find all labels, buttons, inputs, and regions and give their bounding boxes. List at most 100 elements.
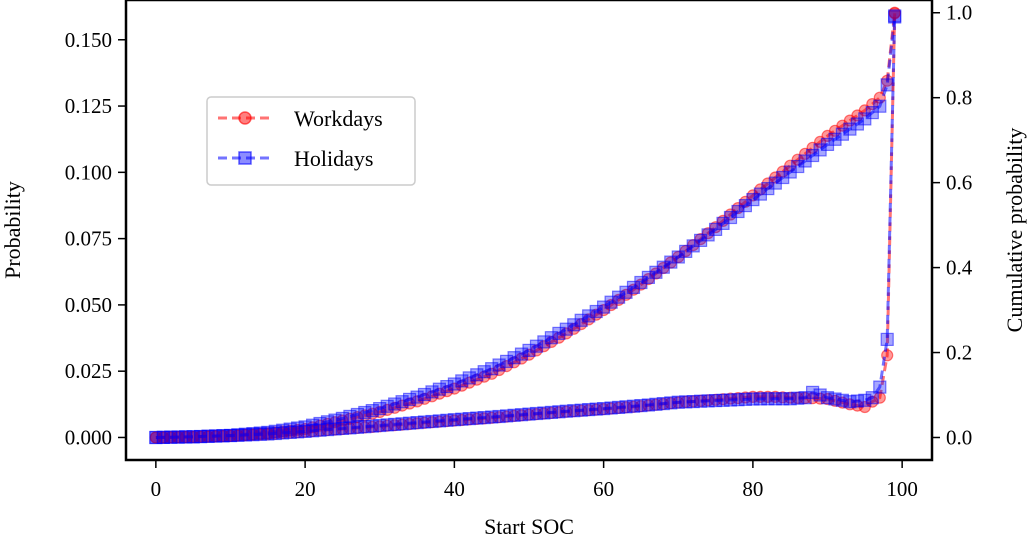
x-tick-label: 60 [593, 477, 614, 501]
probability-holidays-point [373, 418, 387, 433]
y2-tick-label: 0.2 [946, 341, 972, 365]
probability-holidays-point [440, 413, 454, 427]
cumulative-holidays-point [373, 402, 387, 416]
probability-holidays-point [888, 9, 902, 23]
y-tick-label: 0.025 [65, 359, 112, 383]
legend-label-holidays: Holidays [294, 146, 373, 171]
cumulative-holidays-point [880, 78, 894, 92]
y2-tick-label: 0.8 [946, 86, 972, 110]
probability-holidays-point [246, 428, 260, 442]
y-tick-label: 0.150 [65, 28, 112, 52]
cumulative-holidays-point [582, 309, 596, 323]
cumulative-holidays-point [843, 122, 857, 136]
probability-holidays-point [238, 428, 252, 442]
y-axis-title: Probability [0, 181, 25, 279]
probability-holidays-point [350, 420, 364, 434]
y-tick-label: 0.125 [65, 94, 112, 118]
probability-holidays-point [261, 427, 275, 441]
x-tick-label: 20 [295, 477, 316, 501]
probability-holidays-point [171, 430, 185, 444]
series-layer [149, 6, 902, 445]
probability-holidays-point [559, 404, 573, 418]
probability-holidays-point [432, 414, 446, 428]
cumulative-holidays-point [656, 260, 670, 274]
probability-holidays-point [343, 421, 357, 435]
probability-holidays-point [306, 424, 320, 438]
cumulative-holidays-point [634, 275, 648, 290]
cumulative-holidays-point [596, 300, 611, 314]
y2-tick-label: 1.0 [946, 1, 972, 25]
probability-holidays-point [492, 409, 506, 424]
probability-holidays-point [843, 395, 857, 409]
legend-label-workdays: Workdays [294, 106, 383, 131]
probability-holidays-point [664, 396, 678, 410]
probability-holidays-point [783, 392, 797, 406]
probability-holidays-point [231, 428, 245, 442]
probability-holidays-point [798, 391, 812, 405]
axes-layer: 0 20 40 60 80 100 0.000 0.025 0.050 0.075 0.100 0.1… [65, 1, 973, 501]
probability-holidays-point [164, 430, 178, 444]
probability-holidays-point [253, 427, 267, 441]
probability-holidays-point [761, 392, 775, 406]
cumulative-holidays-point [388, 397, 402, 411]
probability-holidays-point [298, 424, 312, 438]
cumulative-holidays-point [552, 326, 566, 340]
probability-holidays-point [194, 429, 208, 444]
probability-holidays-point [149, 430, 163, 445]
probability-holidays-point [410, 416, 424, 430]
probability-holidays-point [186, 430, 200, 444]
probability-holidays-point [791, 391, 805, 405]
probability-holidays-point [529, 406, 544, 421]
cumulative-holidays-point [641, 270, 656, 284]
probability-holidays-point [283, 425, 297, 439]
cumulative-holidays-point [828, 132, 842, 146]
probability-holidays-point [425, 414, 439, 429]
probability-holidays-point [477, 411, 491, 425]
probability-holidays-point [582, 403, 596, 417]
probability-holidays-point [716, 393, 730, 407]
probability-holidays-point [156, 430, 170, 444]
probability-holidays-point [320, 423, 335, 437]
probability-holidays-point [514, 408, 529, 422]
probability-holidays-point [701, 394, 715, 408]
y2-tick-label: 0.4 [946, 256, 973, 280]
y-tick-label: 0.000 [65, 425, 112, 449]
cumulative-holidays-line [155, 16, 897, 439]
probability-holidays-point [574, 403, 588, 417]
probability-holidays-point [388, 417, 402, 431]
x-tick-label: 0 [151, 477, 162, 501]
probability-workdays-line [155, 13, 897, 439]
probability-holidays-point [313, 423, 327, 437]
cumulative-holidays-point [380, 399, 394, 413]
probability-holidays-point [462, 412, 476, 426]
cumulative-holidays-point [649, 265, 663, 279]
probability-holidays-point [544, 405, 559, 419]
probability-holidays-point [500, 409, 514, 423]
probability-holidays-point [380, 418, 394, 432]
cumulative-holidays-point [485, 362, 499, 376]
cumulative-holidays-point [589, 304, 603, 319]
y-tick-label: 0.050 [65, 293, 112, 317]
probability-holidays-point [641, 398, 656, 412]
cumulative-holidays-point [664, 255, 678, 269]
y-tick-label: 0.075 [65, 227, 112, 251]
cumulative-holidays-point [544, 331, 559, 345]
probability-holidays-point [738, 392, 753, 406]
cumulative-holidays-point [529, 339, 544, 353]
probability-holidays-point [537, 406, 551, 420]
probability-holidays-point [596, 402, 611, 416]
cumulative-holidays-point [873, 99, 887, 113]
probability-holidays-point [455, 412, 469, 426]
cumulative-holidays-point [835, 127, 850, 141]
probability-holidays-point [656, 397, 670, 411]
y2-tick-label: 0.0 [946, 425, 972, 449]
probability-holidays-point [753, 392, 768, 406]
cumulative-holidays-point [500, 354, 514, 368]
probability-holidays-point [671, 395, 685, 409]
probability-holidays-point [865, 391, 879, 405]
cumulative-holidays-point [574, 313, 588, 327]
probability-holidays-point [880, 332, 894, 346]
probability-holidays-point [328, 422, 342, 436]
cumulative-holidays-point [604, 295, 618, 309]
probability-holidays-point [485, 410, 499, 424]
